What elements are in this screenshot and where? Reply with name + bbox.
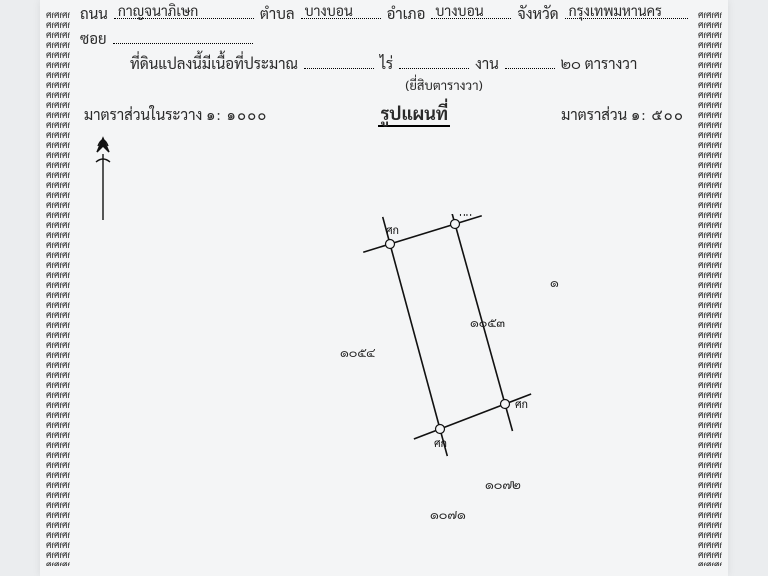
scale-right-value: ๑: ๕๐๐ [631, 108, 684, 124]
row-road-location: ถนน กาญจนาภิเษก ตำบล บางบอน อำเภอ บางบอน… [80, 4, 688, 23]
scale-right-label: มาตราส่วน [561, 105, 627, 124]
province-value-line: กรุงเทพมหานคร [565, 4, 688, 19]
amphoe-value-line: บางบอน [431, 4, 511, 19]
scale-left: มาตราส่วนในระวาง ๑: ๑๐๐๐ [84, 103, 267, 127]
tambon-value: บางบอน [305, 2, 353, 20]
parcel-below1: ๑๐๗๒ [485, 476, 521, 493]
row-soi: ซอย [80, 29, 688, 48]
road-value-line: กาญจนาภิเษก [114, 4, 254, 19]
scale-left-label: มาตราส่วนในระวาง [84, 105, 202, 124]
border-right: ศกศกศกศกศกศกศกศกศกศกศกศกศกศกศกศกศกศกศกศก… [694, 10, 722, 566]
province-label: จังหวัด [517, 4, 558, 23]
amphoe-label: อำเภอ [387, 4, 426, 23]
province-value: กรุงเทพมหานคร [569, 2, 662, 20]
ngan-unit: งาน [475, 54, 499, 73]
row-area: ที่ดินแปลงนี้มีเนื้อที่ประมาณ ไร่ งาน ๒๐… [80, 54, 688, 73]
map-title: รูปแผนที่ [378, 102, 450, 127]
parcel-right: ๑ [550, 274, 559, 291]
compass-icon [92, 132, 114, 222]
scale-left-value: ๑: ๑๐๐๐ [206, 108, 267, 124]
scale-row: มาตราส่วนในระวาง ๑: ๑๐๐๐ รูปแผนที่ มาตรา… [80, 102, 688, 127]
rai-unit: ไร่ [380, 54, 393, 73]
road-value: กาญจนาภิเษก [118, 2, 198, 20]
plot-svg: ศกศกศกศก [230, 214, 650, 544]
soi-label: ซอย [80, 29, 107, 48]
svg-text:ศก: ศก [434, 435, 447, 450]
scale-right: มาตราส่วน ๑: ๕๐๐ [561, 103, 684, 127]
parcel-main: ๑๐๕๓ [470, 314, 505, 331]
wah-words: (ยี่สิบตารางวา) [80, 77, 688, 94]
rai-line [304, 54, 374, 69]
road-label: ถนน [80, 4, 108, 23]
wah-dash [505, 54, 555, 69]
tambon-label: ตำบล [260, 4, 295, 23]
soi-value-line [113, 29, 253, 44]
parcel-left: ๑๐๕๔ [340, 344, 375, 361]
svg-text:ศก: ศก [459, 214, 472, 219]
content-area: ถนน กาญจนาภิเษก ตำบล บางบอน อำเภอ บางบอน… [80, 4, 688, 568]
wah-value: ๒๐ ตารางวา [561, 54, 638, 73]
svg-text:ศก: ศก [386, 222, 399, 237]
tambon-value-line: บางบอน [301, 4, 381, 19]
document-page: ศกศกศกศกศกศกศกศกศกศกศกศกศกศกศกศกศกศกศกศก… [40, 0, 728, 576]
border-left: ศกศกศกศกศกศกศกศกศกศกศกศกศกศกศกศกศกศกศกศก… [46, 10, 74, 566]
ngan-line [399, 54, 469, 69]
parcel-below2: ๑๐๗๑ [430, 506, 466, 523]
amphoe-value: บางบอน [435, 2, 483, 20]
plot-map: ศกศกศกศก ๑๐๕๓ ๑๐๕๔ ๑ ๑๐๗๒ ๑๐๗๑ [230, 214, 650, 544]
svg-text:ศก: ศก [515, 396, 528, 411]
area-label: ที่ดินแปลงนี้มีเนื้อที่ประมาณ [130, 54, 298, 73]
